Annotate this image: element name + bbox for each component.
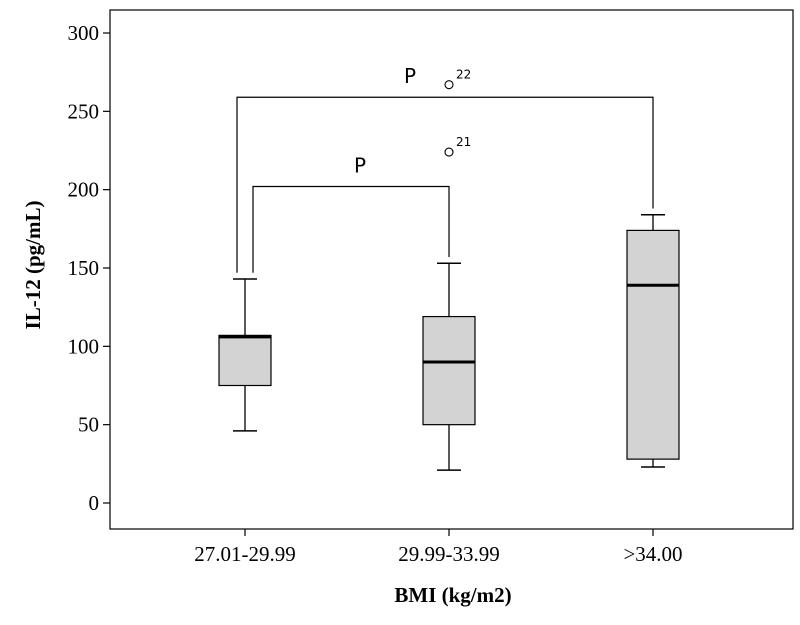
y-axis: 0 50 100 150 200 250 300 [68, 21, 110, 515]
y-tick-label-100: 100 [68, 334, 100, 358]
outlier-point-21 [444, 147, 454, 157]
y-axis-title: IL-12 (pg/mL) [21, 201, 45, 330]
box-1: 21 22 [422, 68, 476, 471]
box-0 [218, 278, 272, 432]
significance-label: P [404, 64, 416, 88]
significance-bracket-1: P [236, 64, 654, 273]
x-tick-label-1: 29.99-33.99 [398, 542, 500, 566]
outlier-label-22: 22 [456, 68, 471, 82]
y-tick-label-300: 300 [68, 21, 100, 45]
boxes-layer: 21 22 [218, 68, 680, 471]
box-body [218, 334, 272, 387]
x-axis: 27.01-29.99 29.99-33.99 >34.00 [194, 529, 683, 566]
box-body [422, 315, 476, 426]
x-tick-label-2: >34.00 [623, 542, 682, 566]
significance-brackets: PP [236, 64, 654, 273]
bracket-line [236, 96, 654, 273]
y-tick-label-200: 200 [68, 178, 100, 202]
box-body [626, 229, 680, 460]
y-tick-label-0: 0 [89, 491, 100, 515]
x-tick-label-0: 27.01-29.99 [194, 542, 296, 566]
outlier-point-22 [444, 80, 454, 90]
bracket-line [252, 185, 450, 273]
x-axis-title: BMI (kg/m2) [394, 583, 511, 607]
y-tick-label-150: 150 [68, 256, 100, 280]
y-tick-label-250: 250 [68, 99, 100, 123]
y-tick-label-50: 50 [78, 413, 99, 437]
significance-label: P [354, 154, 366, 178]
box-2 [626, 213, 680, 468]
significance-bracket-0: P [252, 154, 450, 273]
plot-frame [109, 9, 794, 530]
outlier-label-21: 21 [456, 135, 471, 149]
